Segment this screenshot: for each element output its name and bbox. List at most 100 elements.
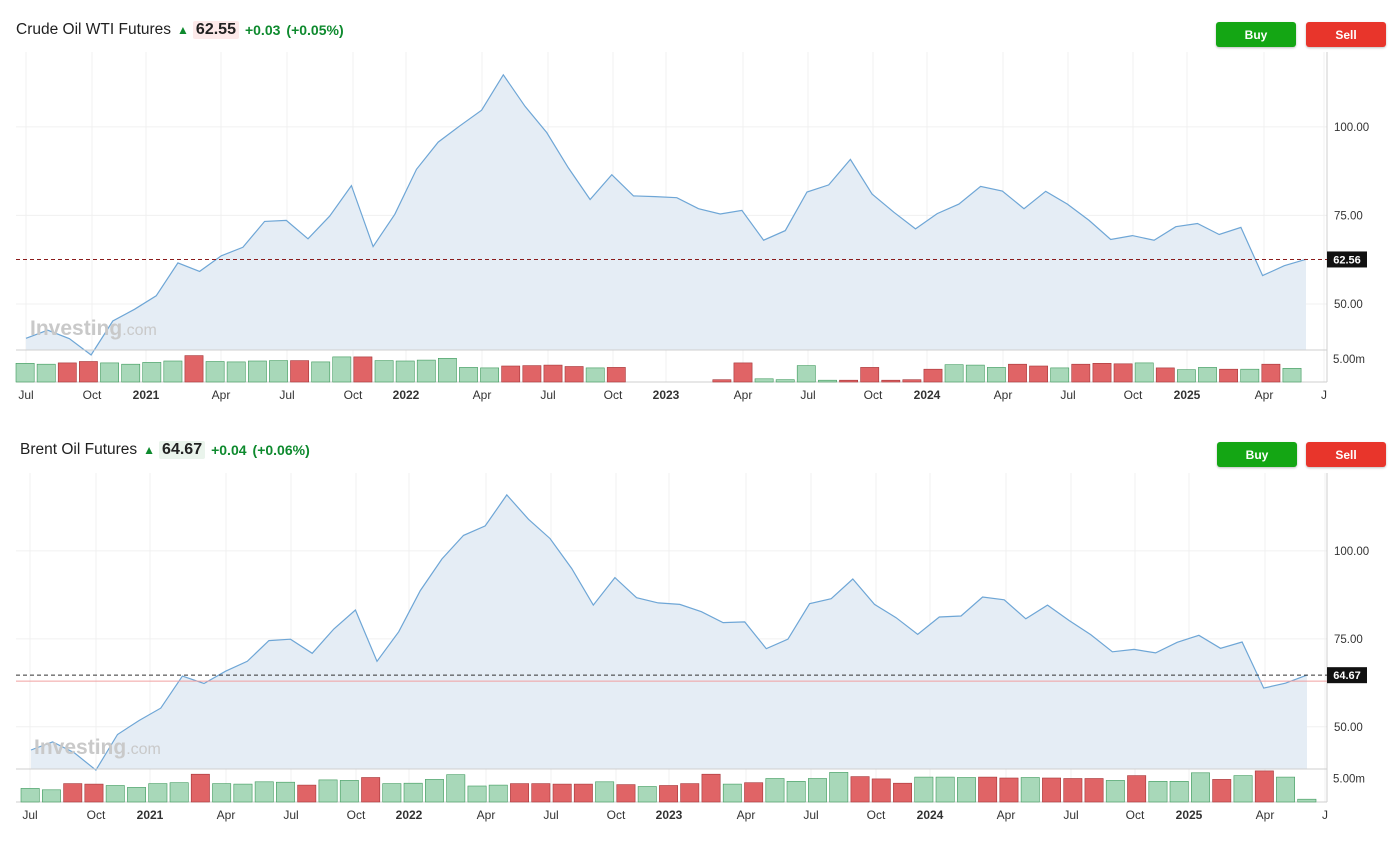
volume-bar	[956, 777, 976, 803]
y-tick-label: 50.00	[1334, 299, 1363, 311]
volume-bar	[775, 379, 795, 383]
x-tick-label: Oct	[87, 808, 106, 822]
x-tick-label: 2021	[133, 388, 160, 402]
volume-bar	[807, 778, 827, 803]
buy-button[interactable]: Buy	[1217, 442, 1297, 467]
volume-bar	[424, 779, 444, 803]
volume-bar	[121, 363, 141, 383]
up-arrow-icon: ▲	[143, 443, 156, 457]
price-chart[interactable]: Investing.com 62.56 100.00 75.00 50.00 5.00m J…	[0, 0, 1400, 421]
volume-bar	[1020, 777, 1040, 803]
volume-bar	[754, 378, 774, 383]
x-tick-label: Apr	[217, 808, 236, 822]
volume-bar	[1127, 775, 1147, 803]
x-tick-label: Oct	[347, 808, 366, 822]
volume-bar	[1282, 367, 1302, 383]
x-tick-label: Apr	[1256, 808, 1275, 822]
volume-bar	[1261, 363, 1281, 383]
x-tick-label: Jul	[803, 808, 818, 822]
volume-bar	[416, 359, 436, 383]
x-tick-label: Apr	[737, 808, 756, 822]
volume-bar	[318, 779, 338, 803]
volume-bar	[1029, 365, 1049, 383]
y-tick-label: 100.00	[1334, 546, 1369, 558]
sell-button[interactable]: Sell	[1306, 442, 1386, 467]
volume-bar	[190, 773, 210, 803]
volume-bar	[1113, 363, 1133, 383]
volume-bar	[850, 776, 870, 803]
volume-bar	[212, 783, 232, 803]
volume-bar	[169, 782, 189, 803]
price-tag-label: 64.67	[1333, 670, 1361, 682]
volume-bar	[1105, 780, 1125, 803]
x-tick-label: Oct	[344, 388, 363, 402]
volume-bar	[374, 360, 394, 383]
volume-bar	[839, 379, 859, 383]
volume-bar	[585, 367, 605, 383]
x-tick-label: Apr	[477, 808, 496, 822]
volume-bar	[148, 783, 168, 803]
volume-bar	[986, 367, 1006, 383]
volume-bar	[893, 782, 913, 803]
volume-bar	[480, 367, 500, 383]
x-tick-label: Apr	[994, 388, 1013, 402]
volume-bar	[1240, 368, 1260, 383]
sell-button[interactable]: Sell	[1306, 22, 1386, 47]
volume-bar	[701, 773, 721, 803]
volume-bar	[573, 783, 593, 803]
volume-bar	[914, 776, 934, 803]
volume-bar	[543, 364, 563, 383]
x-tick-label: 2024	[917, 808, 944, 822]
watermark-logo: Investing.com	[30, 317, 157, 340]
y-tick-label: 100.00	[1334, 122, 1369, 134]
price-change: +0.04	[211, 442, 247, 458]
price-area-fill	[26, 74, 1306, 356]
volume-bar	[395, 360, 415, 383]
wti-chart-widget: Crude Oil WTI Futures ▲ 62.55 +0.03 (+0.…	[0, 0, 1400, 421]
volume-bar	[923, 368, 943, 383]
volume-bar	[1042, 777, 1062, 803]
volume-bar	[79, 361, 98, 383]
buy-button[interactable]: Buy	[1216, 22, 1296, 47]
volume-bar	[1233, 775, 1253, 803]
volume-bar	[233, 783, 253, 803]
x-tick-label: 2023	[653, 388, 680, 402]
x-tick-label: Oct	[604, 388, 623, 402]
price-tag-label: 62.56	[1333, 254, 1361, 266]
volume-bar	[382, 783, 402, 803]
instrument-name[interactable]: Brent Oil Futures	[20, 441, 138, 458]
volume-bar	[978, 776, 998, 803]
instrument-name[interactable]: Crude Oil WTI Futures	[16, 21, 172, 38]
volume-bar	[829, 772, 849, 803]
x-tick-label: Jul	[1060, 388, 1075, 402]
volume-bar	[1297, 798, 1317, 803]
x-tick-label: Jul	[543, 808, 558, 822]
volume-bar	[297, 784, 317, 803]
volume-bar	[902, 379, 922, 383]
volume-bar	[818, 379, 837, 383]
x-tick-label: J	[1321, 388, 1327, 402]
volume-bar	[510, 783, 529, 803]
brent-chart-widget: Brent Oil Futures ▲ 64.67 +0.04 (+0.06%)…	[0, 421, 1400, 842]
watermark-logo: Investing.com	[34, 736, 161, 759]
volume-bar	[311, 361, 331, 383]
volume-bar	[522, 365, 542, 383]
volume-bar	[531, 783, 551, 803]
volume-tick-label: 5.00m	[1333, 354, 1365, 366]
volume-bar	[712, 379, 732, 383]
volume-bar	[105, 785, 125, 803]
x-tick-label: Oct	[607, 808, 626, 822]
y-tick-label: 50.00	[1334, 722, 1363, 734]
volume-bar	[1084, 778, 1104, 803]
price-chart[interactable]: Investing.com 64.67 100.00 75.00 50.00 5.00m J…	[0, 421, 1400, 842]
volume-bar	[680, 783, 700, 803]
volume-bar	[744, 782, 764, 803]
volume-bar	[63, 783, 83, 803]
volume-bar	[871, 778, 891, 803]
volume-bar	[881, 379, 901, 383]
x-tick-label: Apr	[734, 388, 753, 402]
volume-bar	[1276, 776, 1296, 803]
volume-bar	[163, 360, 183, 383]
volume-bar	[1071, 363, 1091, 383]
x-tick-label: Jul	[22, 808, 37, 822]
